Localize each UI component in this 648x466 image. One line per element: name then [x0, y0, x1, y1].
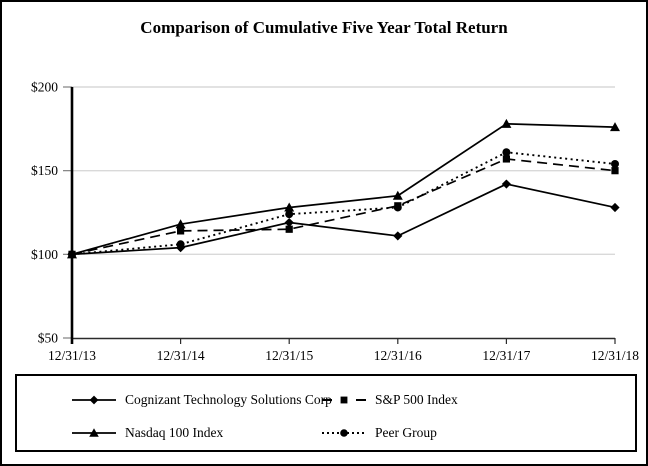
legend-label-sp500: S&P 500 Index [375, 392, 458, 407]
legend-item-sp500: S&P 500 Index [322, 392, 458, 408]
legend-item-peer-group: Peer Group [322, 425, 437, 441]
marker-circle-icon [285, 210, 294, 219]
legend-label-nasdaq100: Nasdaq 100 Index [125, 425, 224, 440]
marker-circle-icon [68, 250, 76, 259]
marker-triangle-icon [392, 190, 403, 200]
marker-triangle-icon [175, 219, 186, 229]
series-line [71, 151, 616, 256]
series-line [71, 158, 616, 256]
y-tick-label: $150 [31, 163, 58, 178]
legend-sample-circle-dotted-icon [322, 429, 366, 437]
marker-circle-icon [393, 203, 402, 212]
marker-triangle-icon [501, 118, 512, 128]
marker-circle-icon [340, 429, 348, 437]
chart-canvas: $50 $100 $150 $200 12/31/13 12/31/14 12/31/15 1… [31, 80, 639, 364]
series-line [71, 122, 616, 256]
x-tick-label: 12/31/14 [157, 348, 205, 363]
marker-triangle-icon [89, 428, 99, 437]
marker-square-icon [611, 167, 619, 175]
chart-title: Comparison of Cumulative Five Year Total… [140, 18, 508, 37]
x-tick-label: 12/31/13 [48, 348, 96, 363]
marker-diamond-icon [284, 217, 294, 228]
x-tick-label: 12/31/18 [591, 348, 639, 363]
marker-circle-icon [176, 240, 185, 249]
marker-diamond-icon [393, 231, 403, 241]
legend-sample-triangle-solid-icon [72, 428, 116, 437]
legend-label-cognizant: Cognizant Technology Solutions Corp [125, 392, 332, 407]
marker-circle-icon [611, 159, 619, 168]
legend-label-peer-group: Peer Group [375, 425, 437, 440]
marker-triangle-icon [610, 122, 620, 132]
marker-triangle-icon [284, 202, 295, 212]
marker-square-icon [340, 396, 348, 404]
legend-sample-diamond-solid-icon [72, 395, 116, 405]
x-tick-label: 12/31/17 [482, 348, 530, 363]
marker-square-icon [502, 155, 510, 163]
marker-circle-icon [502, 148, 511, 157]
marker-square-icon [177, 227, 185, 235]
y-tick-label: $50 [38, 331, 59, 346]
marker-diamond-icon [89, 395, 99, 405]
marker-square-icon [285, 225, 293, 233]
legend-box: Cognizant Technology Solutions Corp S&P … [15, 374, 637, 452]
marker-diamond-icon [610, 202, 620, 213]
marker-diamond-icon [501, 179, 511, 189]
x-tick-label: 12/31/15 [265, 348, 313, 363]
x-tick-label: 12/31/16 [374, 348, 422, 363]
y-tick-label: $100 [31, 247, 58, 262]
legend-sample-square-dashed-icon [322, 396, 366, 404]
series-line [71, 183, 616, 256]
legend-item-cognizant: Cognizant Technology Solutions Corp [72, 392, 332, 408]
y-tick-label: $200 [31, 80, 58, 95]
legend-item-nasdaq100: Nasdaq 100 Index [72, 425, 223, 441]
